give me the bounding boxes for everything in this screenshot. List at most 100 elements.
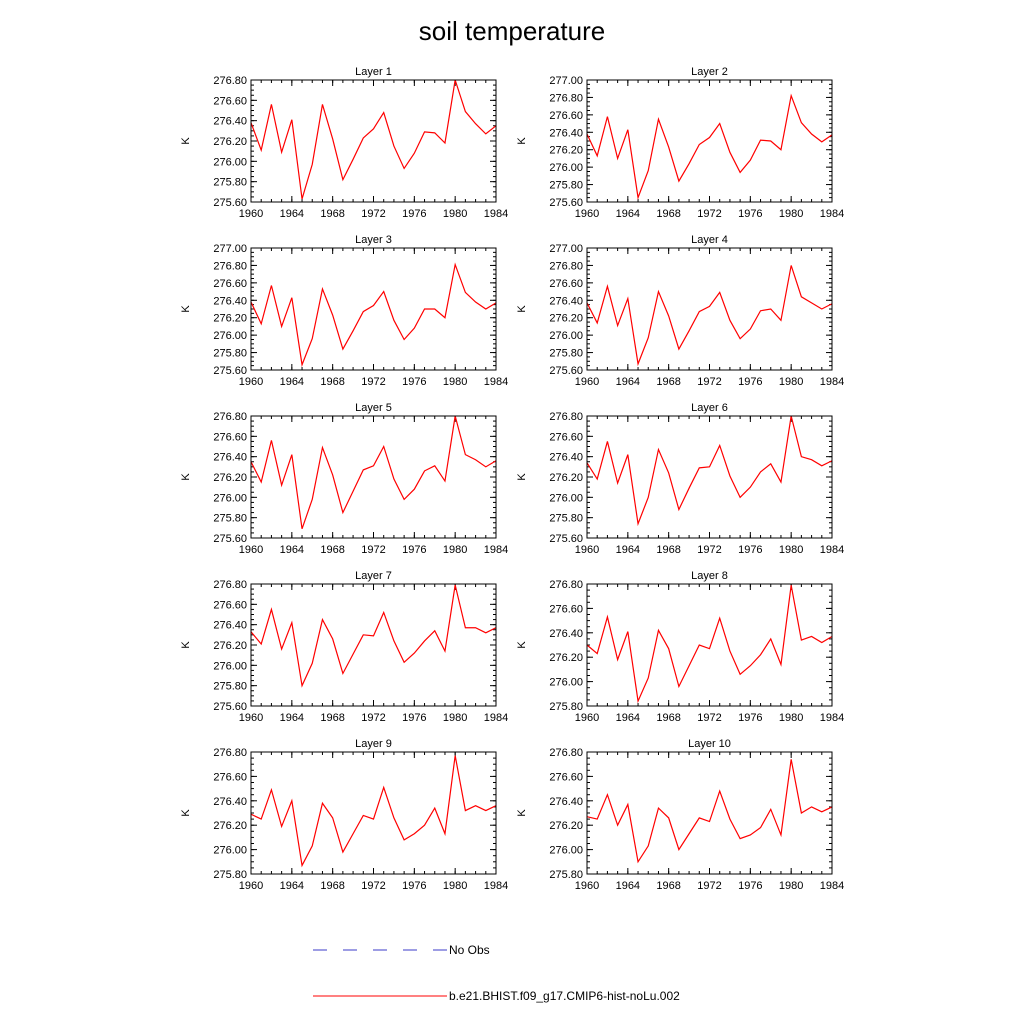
x-tick-label: 1984 (484, 880, 508, 892)
x-tick-label: 1964 (280, 544, 304, 556)
legend-item: No Obs (313, 943, 490, 957)
x-tick-label: 1984 (484, 712, 508, 724)
y-tick-label: 276.80 (549, 747, 583, 759)
y-tick-label: 276.00 (549, 845, 583, 857)
x-tick-label: 1972 (361, 880, 385, 892)
panel-title: Layer 8 (691, 570, 728, 582)
y-axis-label: K (516, 809, 528, 817)
y-tick-label: 276.40 (213, 295, 247, 307)
x-tick-label: 1980 (443, 880, 467, 892)
y-tick-label: 276.20 (213, 313, 247, 325)
y-tick-label: 276.00 (213, 330, 247, 342)
x-tick-label: 1980 (779, 544, 803, 556)
x-tick-label: 1976 (402, 376, 426, 388)
x-tick-label: 1972 (361, 712, 385, 724)
panel-title: Layer 9 (355, 738, 392, 750)
y-tick-label: 277.00 (213, 243, 247, 255)
y-tick-label: 276.20 (549, 313, 583, 325)
x-tick-label: 1968 (656, 376, 680, 388)
y-axis-label: K (516, 473, 528, 481)
y-axis-label: K (516, 305, 528, 313)
x-tick-label: 1976 (738, 376, 762, 388)
panel-title: Layer 5 (355, 402, 392, 414)
x-tick-label: 1976 (738, 208, 762, 220)
panel-layer-9: Layer 9 K 1960 1964 1968 1972 1976 1980 1984 276.… (180, 738, 508, 892)
panel-layer-1: Layer 1 K 1960 1964 1968 1972 1976 1980 1984 276.… (180, 66, 508, 220)
x-tick-label: 1980 (443, 544, 467, 556)
y-tick-label: 276.00 (213, 660, 247, 672)
x-tick-label: 1984 (484, 376, 508, 388)
x-tick-label: 1984 (820, 712, 844, 724)
x-tick-label: 1984 (820, 544, 844, 556)
y-tick-label: 276.60 (213, 95, 247, 107)
x-tick-label: 1976 (402, 208, 426, 220)
x-tick-label: 1980 (443, 208, 467, 220)
series-line (250, 584, 497, 688)
y-axis-label: K (180, 137, 192, 145)
y-tick-label: 277.00 (549, 243, 583, 255)
series-line (250, 415, 497, 530)
plot-frame (586, 751, 833, 875)
x-tick-label: 1960 (239, 544, 263, 556)
plot-frame (586, 415, 833, 539)
panel-layer-10: Layer 10 K 1960 1964 1968 1972 1976 1980 1984 276… (516, 738, 844, 892)
x-tick-label: 1960 (575, 880, 599, 892)
x-tick-label: 1980 (443, 712, 467, 724)
y-tick-label: 276.60 (213, 771, 247, 783)
y-tick-label: 276.20 (213, 640, 247, 652)
x-tick-label: 1976 (402, 712, 426, 724)
y-tick-label: 276.00 (549, 330, 583, 342)
y-tick-label: 275.60 (213, 365, 247, 377)
y-tick-label: 275.80 (549, 180, 583, 192)
y-tick-label: 276.80 (549, 579, 583, 591)
y-tick-label: 276.20 (549, 472, 583, 484)
series-line (250, 755, 497, 868)
x-tick-label: 1968 (320, 376, 344, 388)
y-tick-label: 276.40 (213, 452, 247, 464)
x-tick-label: 1964 (280, 880, 304, 892)
x-tick-label: 1960 (575, 376, 599, 388)
y-tick-label: 276.00 (213, 845, 247, 857)
x-tick-label: 1972 (697, 544, 721, 556)
panel-title: Layer 4 (691, 234, 728, 246)
x-tick-label: 1980 (779, 376, 803, 388)
series-line (586, 759, 833, 864)
y-tick-label: 276.60 (549, 431, 583, 443)
legend-label: b.e21.BHIST.f09_g17.CMIP6-hist-noLu.002 (449, 989, 680, 1003)
x-tick-label: 1960 (239, 376, 263, 388)
y-tick-label: 275.80 (549, 513, 583, 525)
y-tick-label: 275.80 (213, 177, 247, 189)
panel-title: Layer 7 (355, 570, 392, 582)
y-tick-label: 275.80 (213, 348, 247, 360)
x-tick-label: 1968 (320, 544, 344, 556)
y-tick-label: 276.40 (213, 620, 247, 632)
panel-layer-2: Layer 2 K 1960 1964 1968 1972 1976 1980 1984 277.… (516, 66, 844, 220)
y-tick-label: 276.80 (213, 411, 247, 423)
panel-title: Layer 2 (691, 66, 728, 78)
x-tick-label: 1964 (280, 376, 304, 388)
y-tick-label: 276.80 (549, 411, 583, 423)
y-axis-label: K (180, 641, 192, 649)
plot-frame (586, 247, 833, 371)
plot-frame (250, 751, 497, 875)
y-tick-label: 276.80 (549, 260, 583, 272)
x-tick-label: 1964 (280, 208, 304, 220)
y-axis-label: K (516, 641, 528, 649)
y-tick-label: 275.80 (549, 348, 583, 360)
x-tick-label: 1960 (575, 544, 599, 556)
y-tick-label: 276.40 (549, 295, 583, 307)
x-tick-label: 1984 (820, 208, 844, 220)
y-tick-label: 275.80 (213, 513, 247, 525)
y-tick-label: 275.60 (549, 197, 583, 209)
x-tick-label: 1968 (656, 880, 680, 892)
y-tick-label: 276.60 (213, 431, 247, 443)
plot-frame (586, 79, 833, 203)
plot-frame (250, 247, 497, 371)
y-tick-label: 277.00 (549, 75, 583, 87)
x-tick-label: 1960 (239, 208, 263, 220)
series-line (586, 415, 833, 527)
y-tick-label: 276.00 (213, 156, 247, 168)
panel-title: Layer 1 (355, 66, 392, 78)
panel-title: Layer 10 (688, 738, 731, 750)
x-tick-label: 1984 (820, 880, 844, 892)
